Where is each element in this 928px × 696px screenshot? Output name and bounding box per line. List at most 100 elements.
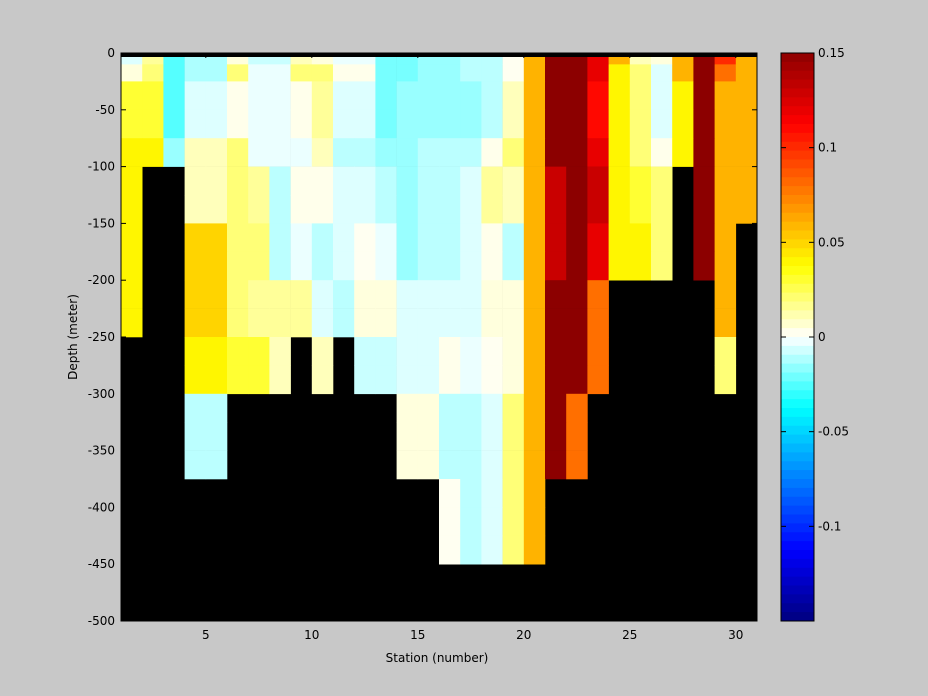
heat-cell — [205, 138, 228, 167]
heat-cell — [608, 166, 631, 196]
heat-cell — [502, 53, 525, 65]
heat-cell — [714, 109, 737, 139]
heat-cell — [672, 109, 694, 139]
heat-cell — [227, 308, 249, 338]
heat-cell — [481, 280, 503, 309]
heat-cell — [481, 365, 503, 395]
heat-cell — [545, 422, 567, 451]
heat-cell — [227, 280, 249, 309]
heat-cell — [608, 223, 631, 253]
heat-cell — [227, 138, 249, 167]
heat-cell — [714, 308, 737, 338]
heat-cell — [545, 365, 567, 395]
heat-cell — [587, 109, 609, 139]
colorbar-tick-label: 0 — [818, 330, 826, 344]
x-tick-label: 5 — [202, 628, 210, 642]
y-tick-label: -100 — [88, 160, 115, 174]
heat-cell — [481, 450, 503, 480]
heat-cell — [417, 195, 440, 224]
heat-cell — [566, 308, 588, 338]
colorbar-tick-label: 0.15 — [818, 46, 845, 60]
heat-cell — [566, 280, 588, 309]
heat-cell — [396, 166, 419, 196]
heat-cell — [608, 195, 631, 224]
heatmap-cells — [121, 53, 758, 565]
heat-cell — [121, 251, 143, 281]
heat-cell — [417, 81, 440, 111]
heat-cell — [248, 308, 270, 338]
heat-cell — [290, 223, 313, 253]
heat-cell — [205, 280, 228, 309]
heat-cell — [205, 251, 228, 281]
heat-cell — [205, 365, 228, 395]
colorbar-swatch — [781, 523, 814, 533]
heat-cell — [290, 166, 313, 196]
x-axis-label: Station (number) — [386, 651, 489, 665]
heat-cell — [714, 365, 737, 395]
heat-cell — [163, 81, 185, 111]
heat-cell — [439, 109, 461, 139]
heat-cell — [502, 337, 525, 366]
heat-cell — [375, 308, 397, 338]
colorbar-swatch — [781, 576, 814, 586]
heat-cell — [460, 166, 482, 196]
heat-cell — [545, 337, 567, 366]
colorbar-swatch — [781, 479, 814, 489]
heat-cell — [163, 138, 185, 167]
heat-cell — [735, 81, 758, 111]
heat-cell — [269, 251, 291, 281]
heat-cell — [714, 138, 737, 167]
colorbar-swatch — [781, 106, 814, 116]
heat-cell — [205, 166, 228, 196]
heat-cell — [248, 166, 270, 196]
heat-cell — [460, 450, 482, 480]
heat-cell — [375, 109, 397, 139]
heat-cell — [142, 81, 164, 111]
heat-cell — [375, 365, 397, 395]
heat-cell — [333, 138, 355, 167]
heat-cell — [629, 195, 652, 224]
heat-cell — [460, 109, 482, 139]
heat-cell — [502, 195, 525, 224]
heat-cell — [311, 308, 334, 338]
heat-cell — [269, 365, 291, 395]
heat-cell — [460, 308, 482, 338]
colorbar-swatch — [781, 248, 814, 258]
heat-cell — [311, 337, 334, 366]
heat-cell — [460, 422, 482, 451]
colorbar-swatch — [781, 550, 814, 560]
heat-cell — [545, 166, 567, 196]
heat-cell — [290, 251, 313, 281]
y-tick-label: -450 — [88, 557, 115, 571]
heat-cell — [417, 53, 440, 65]
colorbar-swatch — [781, 292, 814, 302]
heat-cell — [439, 450, 461, 480]
heat-cell — [269, 337, 291, 366]
surface-strip — [121, 53, 757, 57]
heat-cell — [227, 81, 249, 111]
heat-cell — [629, 109, 652, 139]
heat-cell — [523, 479, 546, 508]
heat-cell — [545, 450, 567, 480]
heat-cell — [693, 223, 715, 253]
heat-cell — [227, 223, 249, 253]
heat-cell — [142, 64, 164, 82]
heat-cell — [502, 422, 525, 451]
heat-cell — [227, 64, 249, 82]
heat-cell — [333, 81, 355, 111]
heat-cell — [460, 280, 482, 309]
y-tick-label: -350 — [88, 444, 115, 458]
colorbar-swatch — [781, 274, 814, 285]
heat-cell — [523, 393, 546, 423]
heat-cell — [269, 64, 291, 82]
colorbar-swatch — [781, 53, 814, 63]
heat-cell — [396, 138, 419, 167]
heat-cell — [523, 138, 546, 167]
colorbar-swatch — [781, 186, 814, 196]
heat-cell — [311, 138, 334, 167]
colorbar-swatch — [781, 266, 814, 276]
heat-cell — [523, 109, 546, 139]
heat-cell — [205, 393, 228, 423]
heat-cell — [714, 64, 737, 82]
heat-cell — [248, 109, 270, 139]
